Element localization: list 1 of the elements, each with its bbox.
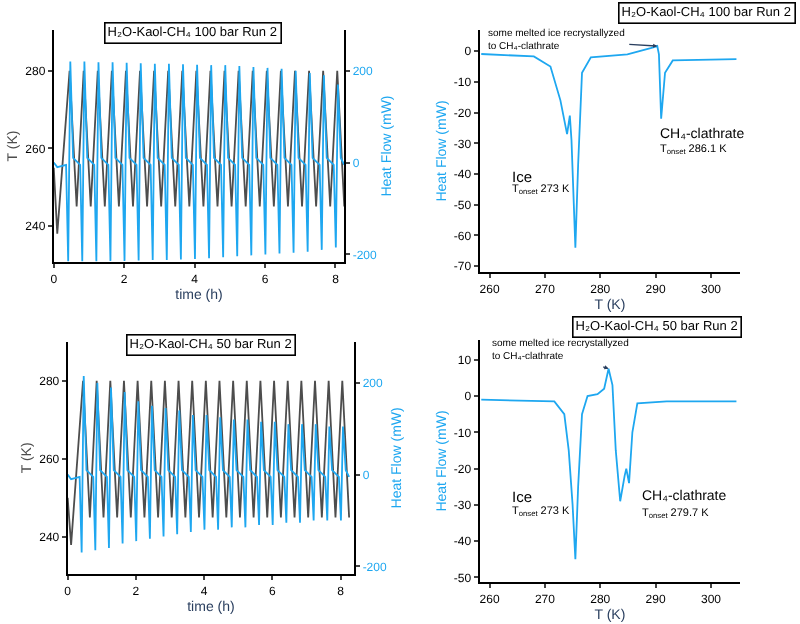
line-series [480, 365, 738, 561]
